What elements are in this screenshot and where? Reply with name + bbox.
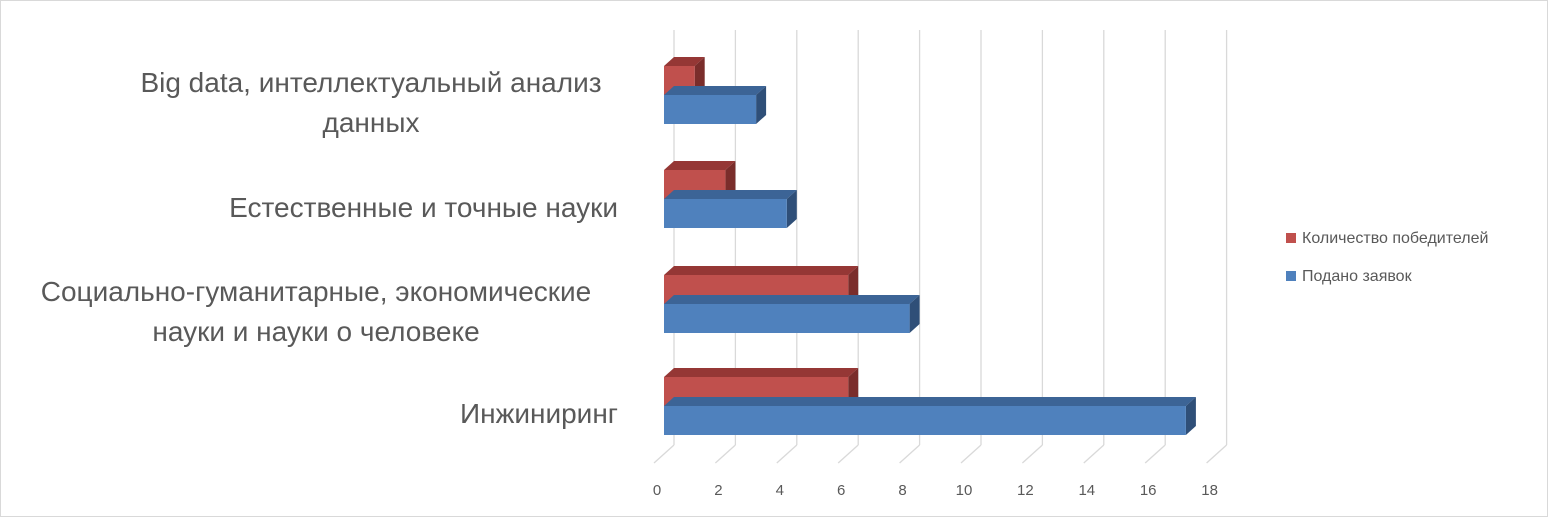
category-label: Big data, интеллектуальный анализ данных (140, 67, 601, 138)
category-label-line: науки и науки о человеке (152, 316, 479, 347)
x-tick-label: 4 (776, 482, 784, 499)
x-tick-labels: 0 2 4 6 8 10 12 14 16 18 (653, 482, 1218, 499)
floor-tick (776, 444, 798, 464)
bar-top-face (664, 57, 705, 66)
category-label-line: данных (323, 107, 420, 138)
x-tick-label: 8 (898, 482, 906, 499)
legend-swatch (1286, 233, 1296, 243)
bar-front-face (664, 304, 910, 333)
category-label-line: Социально-гуманитарные, экономические (41, 276, 592, 307)
bar-side-face (756, 86, 767, 124)
x-tick-label: 16 (1140, 482, 1157, 499)
bar-applications (664, 295, 920, 333)
legend-label: Количество победителей (1302, 230, 1488, 247)
floor-tick (899, 444, 921, 464)
bars (664, 57, 1196, 435)
floor-tick (960, 444, 982, 464)
bar-front-face (664, 95, 757, 124)
bar-applications (664, 190, 797, 228)
floor-tick (1021, 444, 1043, 464)
category-label-line: Инжиниринг (460, 398, 618, 429)
bar-top-face (664, 397, 1196, 406)
x-tick-label: 18 (1201, 482, 1218, 499)
legend-label: Подано заявок (1302, 268, 1413, 285)
x-tick-label: 12 (1017, 482, 1034, 499)
floor-tick (1083, 444, 1105, 464)
category-label: Социально-гуманитарные, экономические нау… (41, 276, 592, 347)
x-tick-label: 0 (653, 482, 661, 499)
bar-side-face (725, 161, 736, 199)
bar-top-face (664, 161, 736, 170)
x-tick-label: 14 (1078, 482, 1095, 499)
floor-tick (1206, 444, 1228, 464)
x-tick-label: 2 (714, 482, 722, 499)
bar-top-face (664, 368, 859, 377)
floor-tick (653, 444, 675, 464)
floor-tick (1144, 444, 1166, 464)
bar-front-face (664, 199, 787, 228)
category-label-line: Big data, интеллектуальный анализ (140, 67, 601, 98)
legend: Количество победителей Подано заявок (1286, 230, 1488, 285)
category-labels: Инжиниринг Социально-гуманитарные, эконом… (41, 67, 618, 429)
bar-top-face (664, 266, 859, 275)
bar-top-face (664, 190, 797, 199)
bar-front-face (664, 406, 1186, 435)
bar-side-face (1185, 397, 1196, 435)
bar-side-face (694, 57, 705, 95)
bar-applications (664, 397, 1196, 435)
legend-swatch (1286, 271, 1296, 281)
bar-top-face (664, 295, 920, 304)
x-tick-label: 10 (956, 482, 973, 499)
x-tick-label: 6 (837, 482, 845, 499)
floor-tick (837, 444, 859, 464)
bar-side-face (848, 368, 859, 406)
bar-side-face (786, 190, 797, 228)
bar-top-face (664, 86, 767, 95)
bar-side-face (848, 266, 859, 304)
category-label: Инжиниринг (460, 398, 618, 429)
category-label-line: Естественные и точные науки (229, 192, 618, 223)
category-label: Естественные и точные науки (229, 192, 618, 223)
floor-tick (714, 444, 736, 464)
bar-applications (664, 86, 767, 124)
bar-side-face (909, 295, 920, 333)
